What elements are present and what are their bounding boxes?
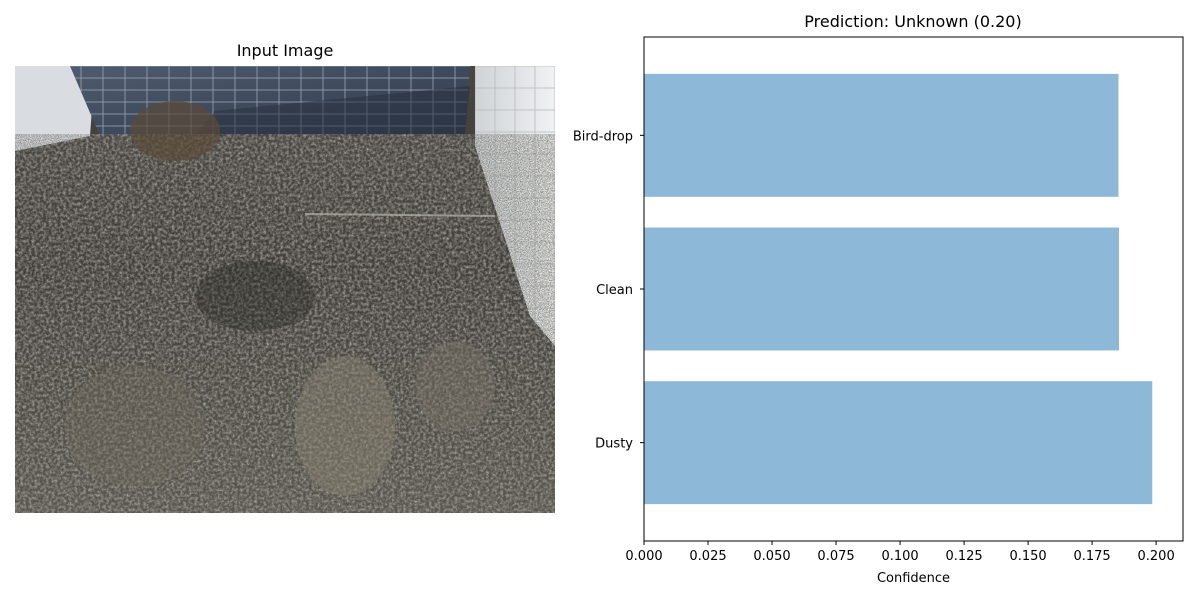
y-ticks: Dusty Clean Bird-drop [573, 129, 644, 452]
x-tick-label: 0.175 [1073, 549, 1110, 564]
bar-dusty [644, 381, 1153, 505]
y-tick-label: Bird-drop [573, 129, 633, 144]
chart-title: Prediction: Unknown (0.20) [804, 12, 1022, 31]
y-tick-label: Dusty [595, 437, 633, 452]
input-image [15, 66, 555, 513]
bar-clean [644, 227, 1119, 351]
x-axis-label: Confidence [877, 571, 950, 586]
bar-bird-drop [644, 73, 1119, 197]
x-tick-label: 0.150 [1009, 549, 1046, 564]
x-tick-label: 0.075 [817, 549, 854, 564]
x-tick-label: 0.025 [689, 549, 726, 564]
input-image-title: Input Image [236, 41, 334, 60]
x-tick-label: 0.000 [625, 549, 662, 564]
x-tick-label: 0.200 [1138, 549, 1175, 564]
x-tick-label: 0.100 [881, 549, 918, 564]
x-tick-label: 0.050 [753, 549, 790, 564]
y-tick-label: Clean [596, 283, 633, 298]
x-tick-label: 0.125 [945, 549, 982, 564]
x-ticks: 0.000 0.025 0.050 0.075 0.100 0.125 0.150 0.175… [625, 541, 1175, 564]
bars-layer [644, 73, 1153, 505]
